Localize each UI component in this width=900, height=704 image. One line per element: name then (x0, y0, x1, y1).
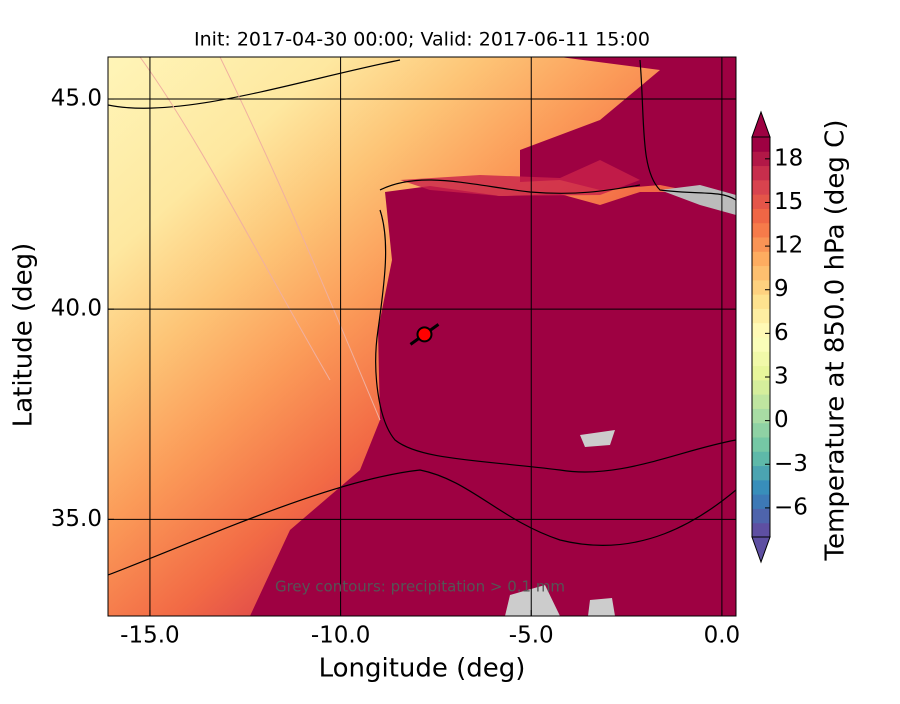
colorbar-cell (752, 308, 770, 324)
colorbar-cell (752, 194, 770, 209)
chart-title: Init: 2017-04-30 00:00; Valid: 2017-06-1… (194, 29, 650, 51)
colorbar-tick-label: 6 (774, 320, 789, 346)
colorbar-cell (752, 179, 770, 195)
colorbar-cell (752, 379, 770, 395)
colorbar-cell (752, 251, 770, 267)
colorbar-cell (752, 422, 770, 438)
colorbar-cell (752, 222, 770, 238)
y-tick-label: 35.0 (51, 506, 102, 532)
colorbar-cell (752, 294, 770, 309)
map-field (108, 57, 736, 616)
colorbar-cell (752, 322, 770, 338)
x-axis-label: Longitude (deg) (319, 654, 526, 684)
x-tick-label: -10.0 (311, 623, 371, 649)
y-tick-label: 45.0 (51, 86, 102, 112)
colorbar-cell (752, 337, 770, 352)
colorbar-cell (752, 351, 770, 367)
axes-frame (107, 56, 737, 617)
colorbar-cell (752, 265, 770, 281)
x-tick-label: 0.0 (704, 623, 741, 649)
colorbar-cell (752, 508, 770, 524)
colorbar-tick-label: 9 (774, 276, 789, 302)
station-marker (416, 326, 433, 343)
colorbar-cell (752, 451, 770, 467)
colorbar-cell (752, 165, 770, 181)
colorbar-tick-label: −6 (774, 494, 808, 520)
colorbar-cell (752, 465, 770, 481)
colorbar-frame (751, 136, 771, 538)
y-tick-label: 40.0 (51, 296, 102, 322)
x-tick-label: -15.0 (120, 623, 180, 649)
colorbar-tick-label: −3 (774, 451, 808, 477)
colorbar-cell (752, 522, 770, 538)
x-tick-label: -5.0 (509, 623, 554, 649)
colorbar-cell (752, 494, 770, 509)
colorbar-cell (752, 479, 770, 495)
colorbar-tick-label: 0 (774, 407, 789, 433)
colorbar-extend-bottom (751, 536, 771, 564)
colorbar-cell (752, 437, 770, 452)
colorbar-tick-label: 12 (774, 233, 803, 259)
colorbar-tick-label: 18 (774, 145, 803, 171)
annotation: Grey contours: precipitation > 0.1 mm (275, 578, 565, 596)
y-axis-label: Latitude (deg) (9, 243, 39, 428)
colorbar-tick-label: 3 (774, 364, 789, 390)
colorbar-tick-label: 15 (774, 189, 803, 215)
colorbar-cell (752, 394, 770, 409)
colorbar-cell (752, 408, 770, 424)
colorbar-label: Temperature at 850.0 hPa (deg C) (821, 120, 851, 562)
colorbar-cell (752, 237, 770, 252)
colorbar-cell (752, 365, 770, 381)
colorbar-extend-top (751, 110, 771, 138)
colorbar-cell (752, 208, 770, 224)
colorbar-cell (752, 151, 770, 167)
colorbar-cell (752, 137, 770, 152)
colorbar-cell (752, 279, 770, 295)
